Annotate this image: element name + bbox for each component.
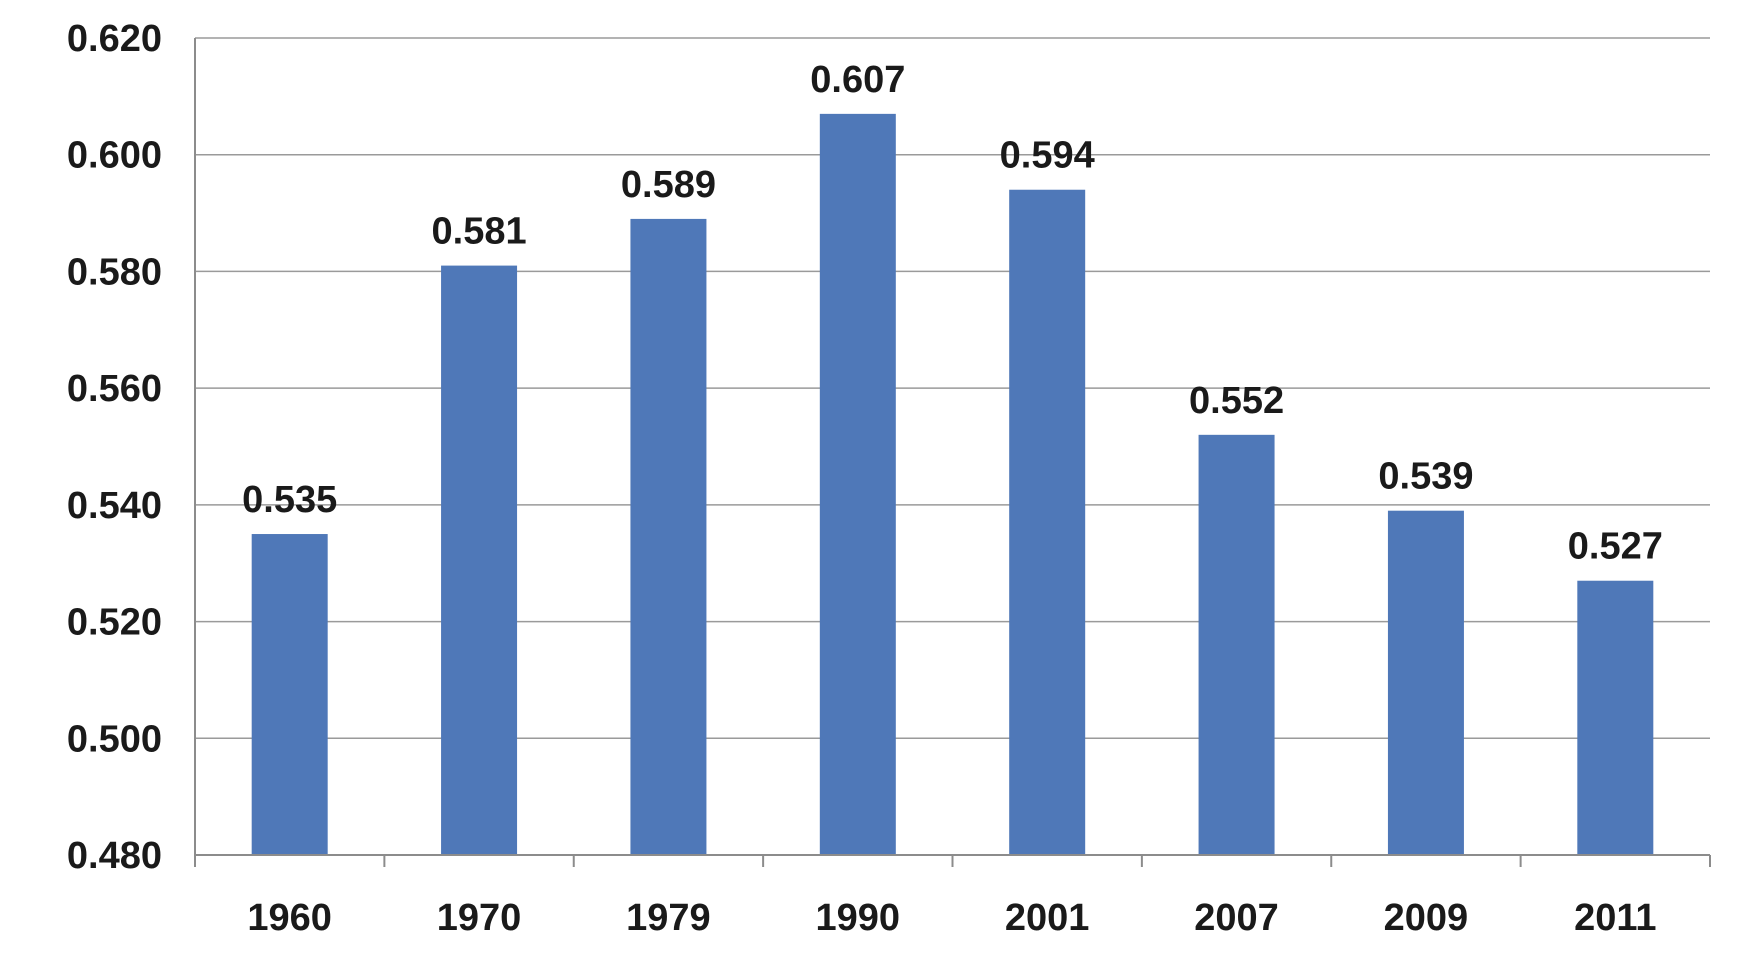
y-tick-label: 0.600 (67, 135, 162, 177)
x-tick-label-2009: 2009 (1384, 897, 1469, 939)
x-tick-label-1970: 1970 (437, 897, 522, 939)
y-tick-label: 0.480 (67, 835, 162, 877)
x-tick-label-2007: 2007 (1194, 897, 1279, 939)
y-tick-label: 0.500 (67, 718, 162, 760)
x-tick-label-1979: 1979 (626, 897, 711, 939)
y-tick-label: 0.560 (67, 368, 162, 410)
bar-2007 (1198, 434, 1275, 855)
bar-1960 (251, 534, 328, 855)
bar-2001 (1009, 189, 1086, 855)
data-label-2011: 0.527 (1568, 526, 1663, 568)
labels: 0.480 0.500 0.520 0.540 0.560 0.580 0.600 0.620… (67, 18, 1663, 939)
x-tick-label-2001: 2001 (1005, 897, 1090, 939)
x-tick-label-1960: 1960 (247, 897, 332, 939)
x-tick-label-1990: 1990 (816, 897, 901, 939)
data-label-2009: 0.539 (1378, 456, 1473, 498)
bar-2009 (1387, 510, 1464, 855)
y-tick-label: 0.520 (67, 602, 162, 644)
y-tick-label: 0.540 (67, 485, 162, 527)
data-label-2007: 0.552 (1189, 380, 1284, 422)
bar-1970 (441, 265, 518, 855)
bar-1979 (630, 218, 707, 855)
bar-2011 (1577, 580, 1654, 855)
data-label-1960: 0.535 (242, 479, 337, 521)
y-tick-label: 0.580 (67, 251, 162, 293)
bars (251, 113, 1654, 856)
axes (194, 38, 1711, 867)
data-label-1979: 0.589 (621, 164, 716, 206)
y-tick-label: 0.620 (67, 18, 162, 60)
data-label-2001: 0.594 (1000, 135, 1095, 177)
data-label-1990: 0.607 (810, 59, 905, 101)
x-tick-label-2011: 2011 (1574, 897, 1656, 939)
data-label-1970: 0.581 (432, 211, 527, 253)
gridlines (195, 37, 1710, 740)
bar-1990 (819, 113, 896, 856)
